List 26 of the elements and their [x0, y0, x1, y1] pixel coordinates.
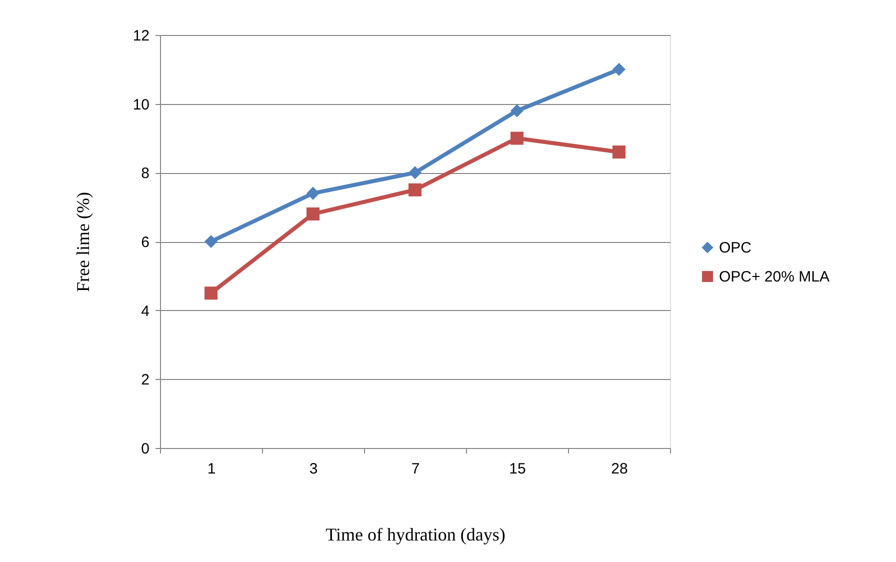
x-tick-label: 7	[411, 460, 420, 478]
y-tick-label: 8	[141, 165, 150, 182]
y-tick-label: 6	[141, 234, 150, 251]
point	[408, 183, 422, 196]
x-tick-label: 28	[611, 460, 628, 478]
y-tick-label: 2	[141, 372, 150, 389]
y-axis-title: Free lime (%)	[72, 192, 93, 292]
point	[306, 207, 320, 220]
point	[612, 62, 626, 76]
y-tick-label: 12	[132, 28, 150, 44]
x-tick-label: 15	[509, 460, 526, 478]
legend-label: OPC	[719, 240, 752, 256]
point	[510, 132, 524, 145]
x-tick-label: 1	[207, 460, 216, 478]
point	[408, 166, 422, 180]
x-axis-title: Time of hydration (days)	[326, 524, 506, 544]
y-tick-label: 0	[141, 440, 150, 458]
point	[204, 286, 218, 300]
y-tick-label: 4	[141, 302, 150, 320]
point	[612, 146, 626, 159]
point	[510, 104, 524, 118]
legend-label: OPC+ 20% MLA	[719, 268, 830, 286]
y-tick-label: 10	[132, 96, 150, 114]
point	[204, 234, 218, 248]
x-tick-label: 3	[309, 460, 318, 478]
point	[306, 186, 320, 200]
